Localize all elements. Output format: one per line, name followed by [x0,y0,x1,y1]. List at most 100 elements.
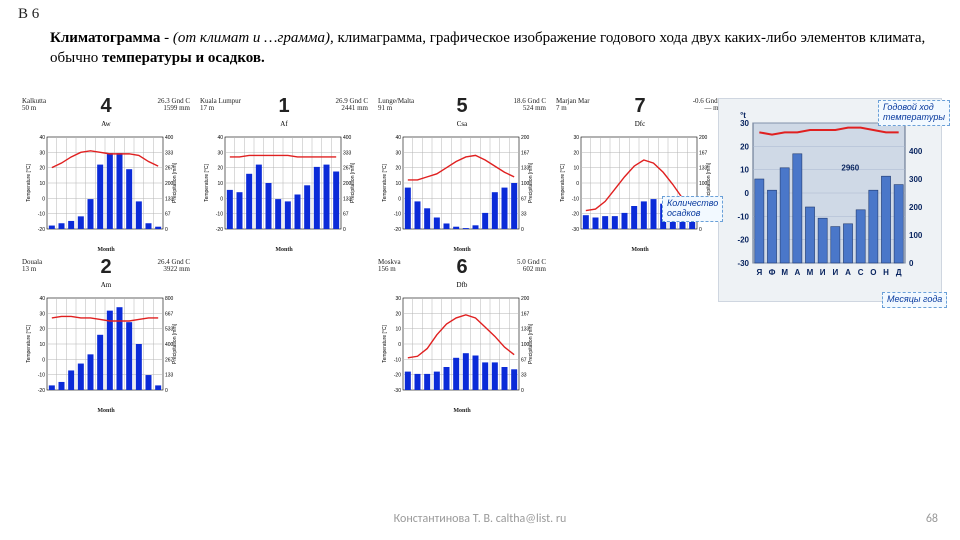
chart-meta: -0.6 Gnd C— mm [650,98,724,119]
climograph-svg: Temperature [°C]Precipitation [mm]302010… [556,129,716,247]
chart-meta: 18.6 Gnd C524 mm [472,98,546,119]
chart-header: Moskva156 m65.0 Gnd C602 mm [378,259,546,280]
svg-text:100: 100 [909,231,923,240]
svg-text:20: 20 [39,327,45,333]
footer-page: 68 [926,512,938,526]
chart-panel: Marjan Mar7 m7-0.6 Gnd C— mmDfcTemperatu… [556,98,724,253]
chart-location: Kuala Lumpur17 m [200,98,274,119]
svg-text:°t: °t [740,111,746,120]
chart-subtitle: Af [200,119,368,129]
chart-xlabel: Month [22,247,190,253]
svg-text:0: 0 [165,227,168,233]
svg-text:0: 0 [220,196,223,202]
svg-text:400: 400 [165,342,174,348]
chart-xlabel: Month [200,247,368,253]
svg-text:20: 20 [395,166,401,172]
svg-text:67: 67 [343,212,349,218]
svg-text:-10: -10 [216,212,223,218]
grid-col: Kalkutta50 m426.3 Gnd C1599 mmAwTemperat… [22,98,190,414]
chart-meta: 26.4 Gnd C3922 mm [116,259,190,280]
chart-location: Douala13 m [22,259,96,280]
svg-text:333: 333 [343,150,352,156]
svg-text:10: 10 [395,181,401,187]
svg-text:100: 100 [699,181,708,187]
chart-location: Kalkutta50 m [22,98,96,119]
svg-text:33: 33 [521,373,527,379]
grid-col: Marjan Mar7 m7-0.6 Gnd C— mmDfcTemperatu… [556,98,724,414]
svg-text:167: 167 [521,150,530,156]
svg-text:А: А [845,268,851,277]
svg-text:10: 10 [39,342,45,348]
svg-text:А: А [794,268,800,277]
svg-text:-20: -20 [38,388,45,394]
svg-text:133: 133 [165,196,174,202]
svg-text:200: 200 [521,296,530,302]
svg-text:-10: -10 [737,212,749,221]
svg-text:-30: -30 [394,388,401,394]
chart-number: 5 [452,96,471,117]
svg-text:800: 800 [165,296,174,302]
def-term: Климатограмма [50,30,160,46]
svg-text:10: 10 [740,166,749,175]
svg-text:40: 40 [395,135,401,141]
svg-text:133: 133 [521,327,530,333]
svg-text:-10: -10 [394,357,401,363]
svg-text:200: 200 [699,135,708,141]
chart-meta: 26.9 Gnd C2441 mm [294,98,368,119]
chart-location: Moskva156 m [378,259,452,280]
svg-text:133: 133 [521,166,530,172]
svg-text:10: 10 [395,327,401,333]
chart-number: 2 [96,257,115,278]
svg-text:40: 40 [217,135,223,141]
callout: Годовой ходтемпературы [878,100,950,126]
svg-text:20: 20 [217,166,223,172]
svg-text:100: 100 [521,342,530,348]
chart-location: Marjan Mar7 m [556,98,630,119]
svg-text:267: 267 [165,357,174,363]
svg-text:40: 40 [39,135,45,141]
chart-xlabel: Month [378,408,546,414]
svg-text:200: 200 [343,181,352,187]
chart-subtitle: Dfc [556,119,724,129]
svg-text:М: М [807,268,814,277]
svg-text:200: 200 [165,181,174,187]
svg-text:267: 267 [343,166,352,172]
svg-text:133: 133 [165,373,174,379]
svg-text:20: 20 [740,142,749,151]
svg-text:2960: 2960 [841,164,859,173]
svg-text:-10: -10 [38,212,45,218]
svg-text:-20: -20 [572,212,579,218]
svg-text:0: 0 [576,181,579,187]
svg-text:-10: -10 [572,196,579,202]
svg-text:-20: -20 [38,227,45,233]
chart-subtitle: Aw [22,119,190,129]
def-etym: (от климат и …грамма) [173,30,330,46]
svg-text:0: 0 [745,189,750,198]
definition-text: Климатограмма - (от климат и …грамма), к… [50,28,930,69]
svg-text:Temperature [°C]: Temperature [°C] [26,163,32,201]
svg-text:И: И [832,268,838,277]
chart-number: 4 [96,96,115,117]
svg-text:-30: -30 [572,227,579,233]
svg-text:Temperature [°C]: Temperature [°C] [26,324,32,362]
chart-number: 1 [274,96,293,117]
climograph-svg: Temperature [°C]Precipitation [mm]403020… [378,129,538,247]
svg-text:67: 67 [165,212,171,218]
svg-text:-20: -20 [394,227,401,233]
svg-text:0: 0 [909,259,914,268]
big-climograph-svg: 3020100-10-20-300100200300400500°tмм2960… [725,105,935,295]
chart-header: Lunge/Malta91 m518.6 Gnd C524 mm [378,98,546,119]
svg-text:30: 30 [395,296,401,302]
svg-text:Ф: Ф [769,268,776,277]
svg-text:0: 0 [521,388,524,394]
svg-text:Temperature [°C]: Temperature [°C] [382,324,388,362]
svg-text:0: 0 [521,227,524,233]
svg-text:200: 200 [521,135,530,141]
svg-text:33: 33 [521,212,527,218]
svg-text:30: 30 [573,135,579,141]
svg-text:333: 333 [165,150,174,156]
big-chart-host: 3020100-10-20-300100200300400500°tмм2960… [725,105,935,295]
grid-col: Lunge/Malta91 m518.6 Gnd C524 mmCsaTempe… [378,98,546,414]
svg-text:О: О [870,268,876,277]
svg-text:0: 0 [42,196,45,202]
